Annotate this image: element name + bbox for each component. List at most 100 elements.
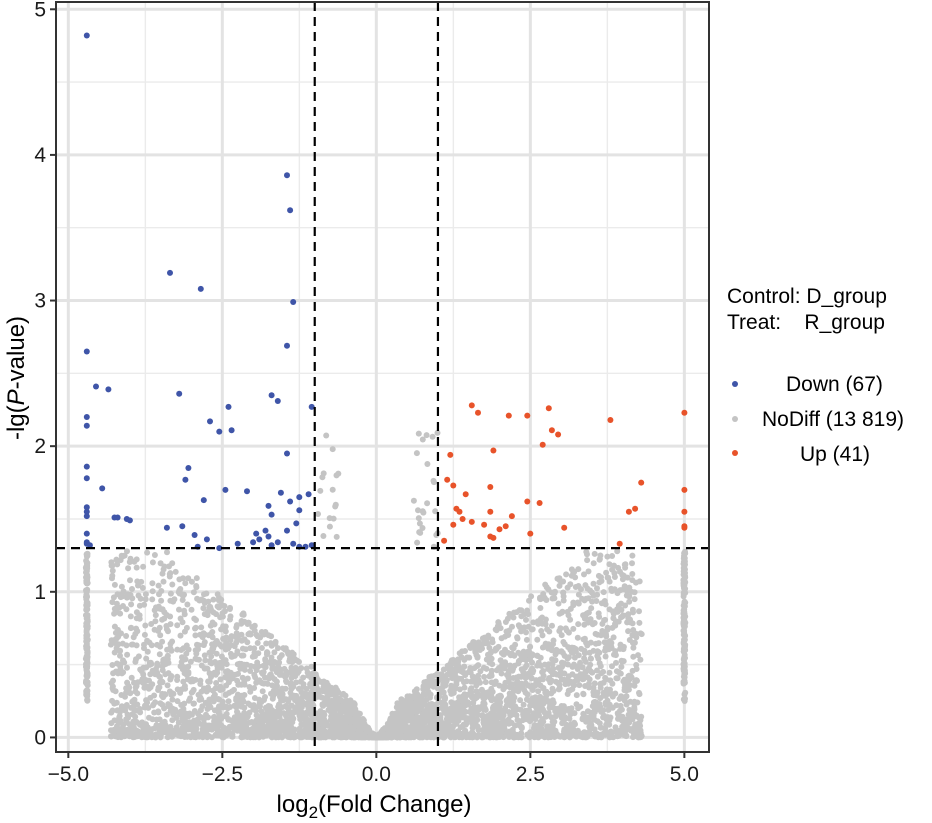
nodiff-point [187,678,194,685]
nodiff-point [109,599,116,606]
nodiff-point [351,734,358,741]
nodiff-point [143,655,150,662]
up-point [555,431,562,438]
nodiff-point [480,664,487,671]
nodiff-point [209,634,216,641]
nodiff-point [680,656,687,663]
nodiff-point [489,639,496,646]
nodiff-point [594,718,601,725]
down-point [222,486,229,493]
nodiff-point [257,703,263,710]
nodiff-point [176,587,183,594]
down-point [268,542,275,549]
down-point [83,348,90,355]
nodiff-point [155,684,162,691]
nodiff-point [415,507,421,514]
nodiff-point [195,642,202,649]
nodiff-point [548,677,555,684]
nodiff-point [266,718,273,725]
nodiff-point [225,715,232,722]
down-point [114,514,121,521]
nodiff-point [270,687,277,694]
nodiff-point [169,696,176,703]
nodiff-point [609,566,616,573]
nodiff-point [134,628,141,635]
nodiff-point [587,668,594,675]
nodiff-point [271,676,278,683]
nodiff-point [561,652,568,659]
up-point [681,508,688,515]
nodiff-point [161,705,168,712]
nodiff-point [406,716,413,723]
nodiff-point [303,686,310,692]
nodiff-point [487,650,494,657]
up-point [638,479,645,486]
nodiff-point [636,619,643,626]
nodiff-point [380,734,387,741]
nodiff-point [190,589,197,596]
nodiff-point [510,666,516,672]
nodiff-point [329,486,336,493]
up-point [487,508,494,515]
nodiff-point [326,523,333,530]
nodiff-point [629,620,636,627]
down-point [207,418,213,425]
nodiff-point [156,591,162,598]
nodiff-point [234,727,241,734]
nodiff-point [628,588,635,595]
nodiff-point [206,696,213,703]
nodiff-point [502,619,509,625]
nodiff-point [215,728,222,734]
nodiff-point [539,632,546,639]
nodiff-point [200,723,207,730]
legend-header-control: Control: D_group [727,285,887,308]
nodiff-point [308,697,315,704]
nodiff-point [244,713,251,720]
nodiff-point [174,622,181,629]
nodiff-point [227,616,233,623]
nodiff-point [157,632,164,639]
x-tick-label: −2.5 [202,763,243,786]
nodiff-point [636,608,642,615]
nodiff-point [468,685,475,692]
nodiff-point [117,719,124,726]
nodiff-point [83,574,89,581]
nodiff-point [114,561,121,568]
nodiff-point [110,594,117,601]
up-point [447,451,454,458]
nodiff-point [130,634,137,641]
nodiff-point [271,649,278,656]
nodiff-point [260,680,267,687]
nodiff-point [523,616,529,623]
nodiff-point [128,624,135,631]
nodiff-point [240,698,247,705]
nodiff-point [125,729,132,736]
nodiff-point [613,675,620,682]
nodiff-point [415,430,422,437]
nodiff-point [216,714,223,721]
nodiff-point [317,487,324,494]
nodiff-point [134,690,141,697]
nodiff-point [160,659,167,666]
nodiff-point [602,616,609,623]
nodiff-point [309,684,315,691]
nodiff-point [609,553,616,559]
down-point [308,542,315,549]
nodiff-point [630,627,637,633]
nodiff-point [179,686,186,693]
nodiff-point [182,580,189,587]
nodiff-point [116,714,123,721]
nodiff-point [582,612,589,619]
nodiff-point [154,641,161,648]
nodiff-point [180,664,187,671]
nodiff-point [254,659,261,666]
nodiff-point [164,682,171,689]
nodiff-point [596,660,603,667]
nodiff-point [174,686,181,693]
nodiff-point [133,615,140,622]
nodiff-point [564,584,571,591]
nodiff-point [147,659,154,666]
nodiff-point [276,659,283,666]
nodiff-point [513,674,520,681]
